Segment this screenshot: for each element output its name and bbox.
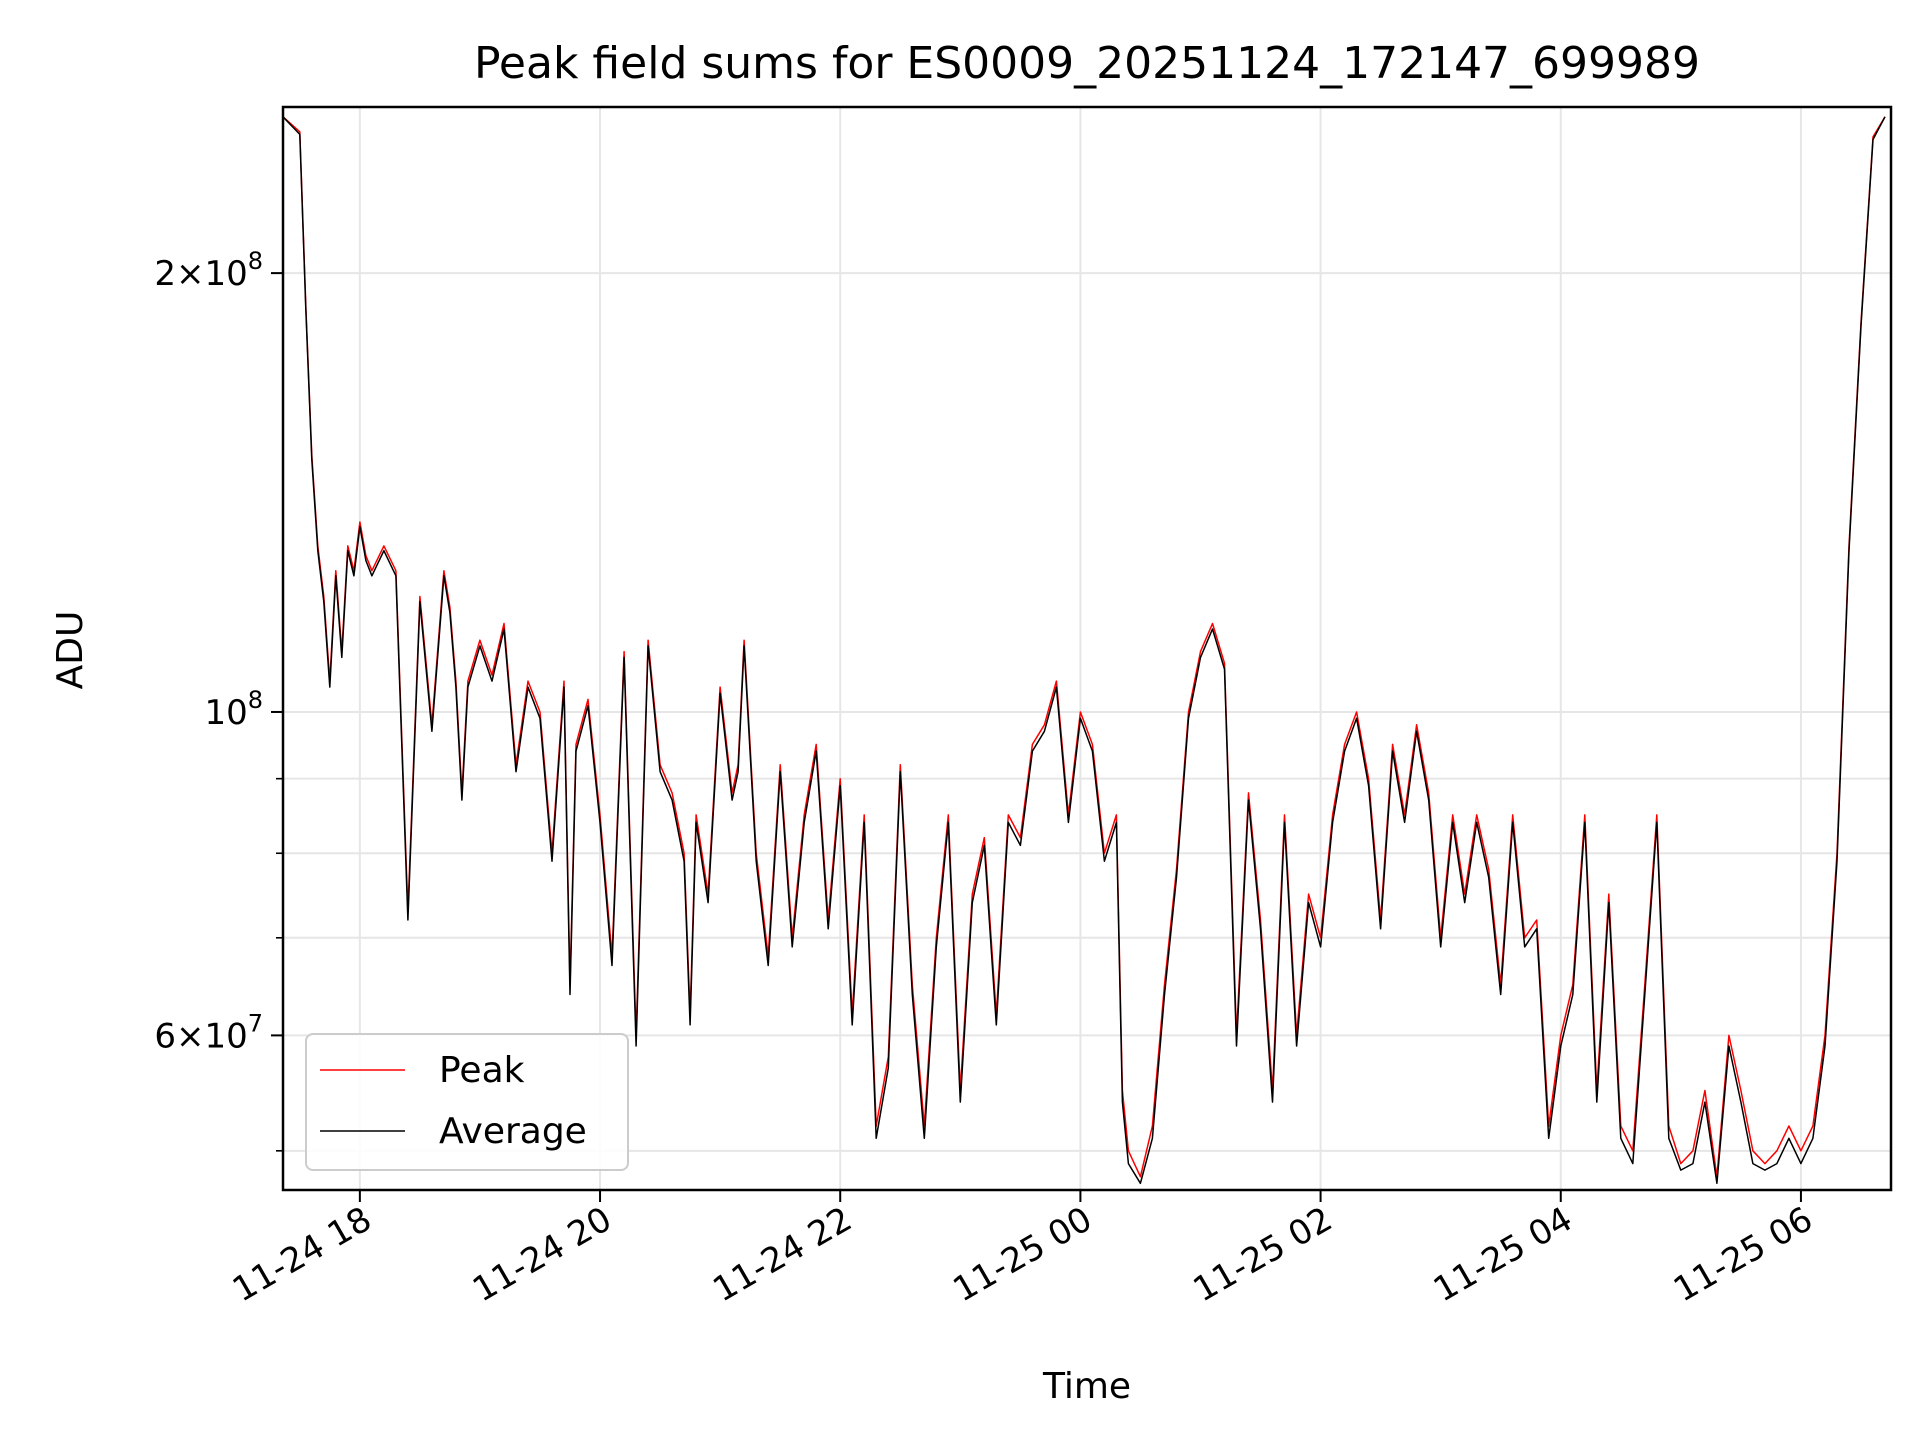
y-tick-times-sign: ×: [176, 254, 205, 294]
series-line-average: [282, 116, 1886, 1185]
x-axis-label: Time: [1042, 1366, 1131, 1407]
y-tick-label: 108: [204, 686, 263, 733]
y-tick-exponent: 8: [248, 686, 263, 714]
plot-area-frame: [281, 105, 1893, 1192]
y-tick-label: 6×107: [154, 1009, 263, 1056]
y-tick-exponent: 8: [248, 247, 263, 275]
legend-label-average: Average: [439, 1111, 587, 1152]
y-tick-base: 10: [204, 693, 247, 733]
grid-layer: [283, 107, 1891, 1190]
y-tick-mantissa: 2: [154, 254, 176, 294]
series-layer: [282, 116, 1886, 1185]
y-tick-exponent: 7: [248, 1009, 263, 1037]
legend: Peak Average: [305, 1033, 629, 1171]
y-tick-base: 10: [204, 254, 247, 294]
y-tick-base: 10: [204, 1016, 247, 1056]
chart-title: Peak field sums for ES0009_20251124_1721…: [474, 38, 1700, 89]
y-axis-label: ADU: [50, 611, 91, 690]
legend-box: [305, 1033, 629, 1171]
y-tick-mantissa: 6: [154, 1016, 176, 1056]
legend-label-peak: Peak: [439, 1050, 525, 1091]
y-tick-label: 2×108: [154, 247, 263, 294]
y-tick-times-sign: ×: [176, 1016, 205, 1056]
